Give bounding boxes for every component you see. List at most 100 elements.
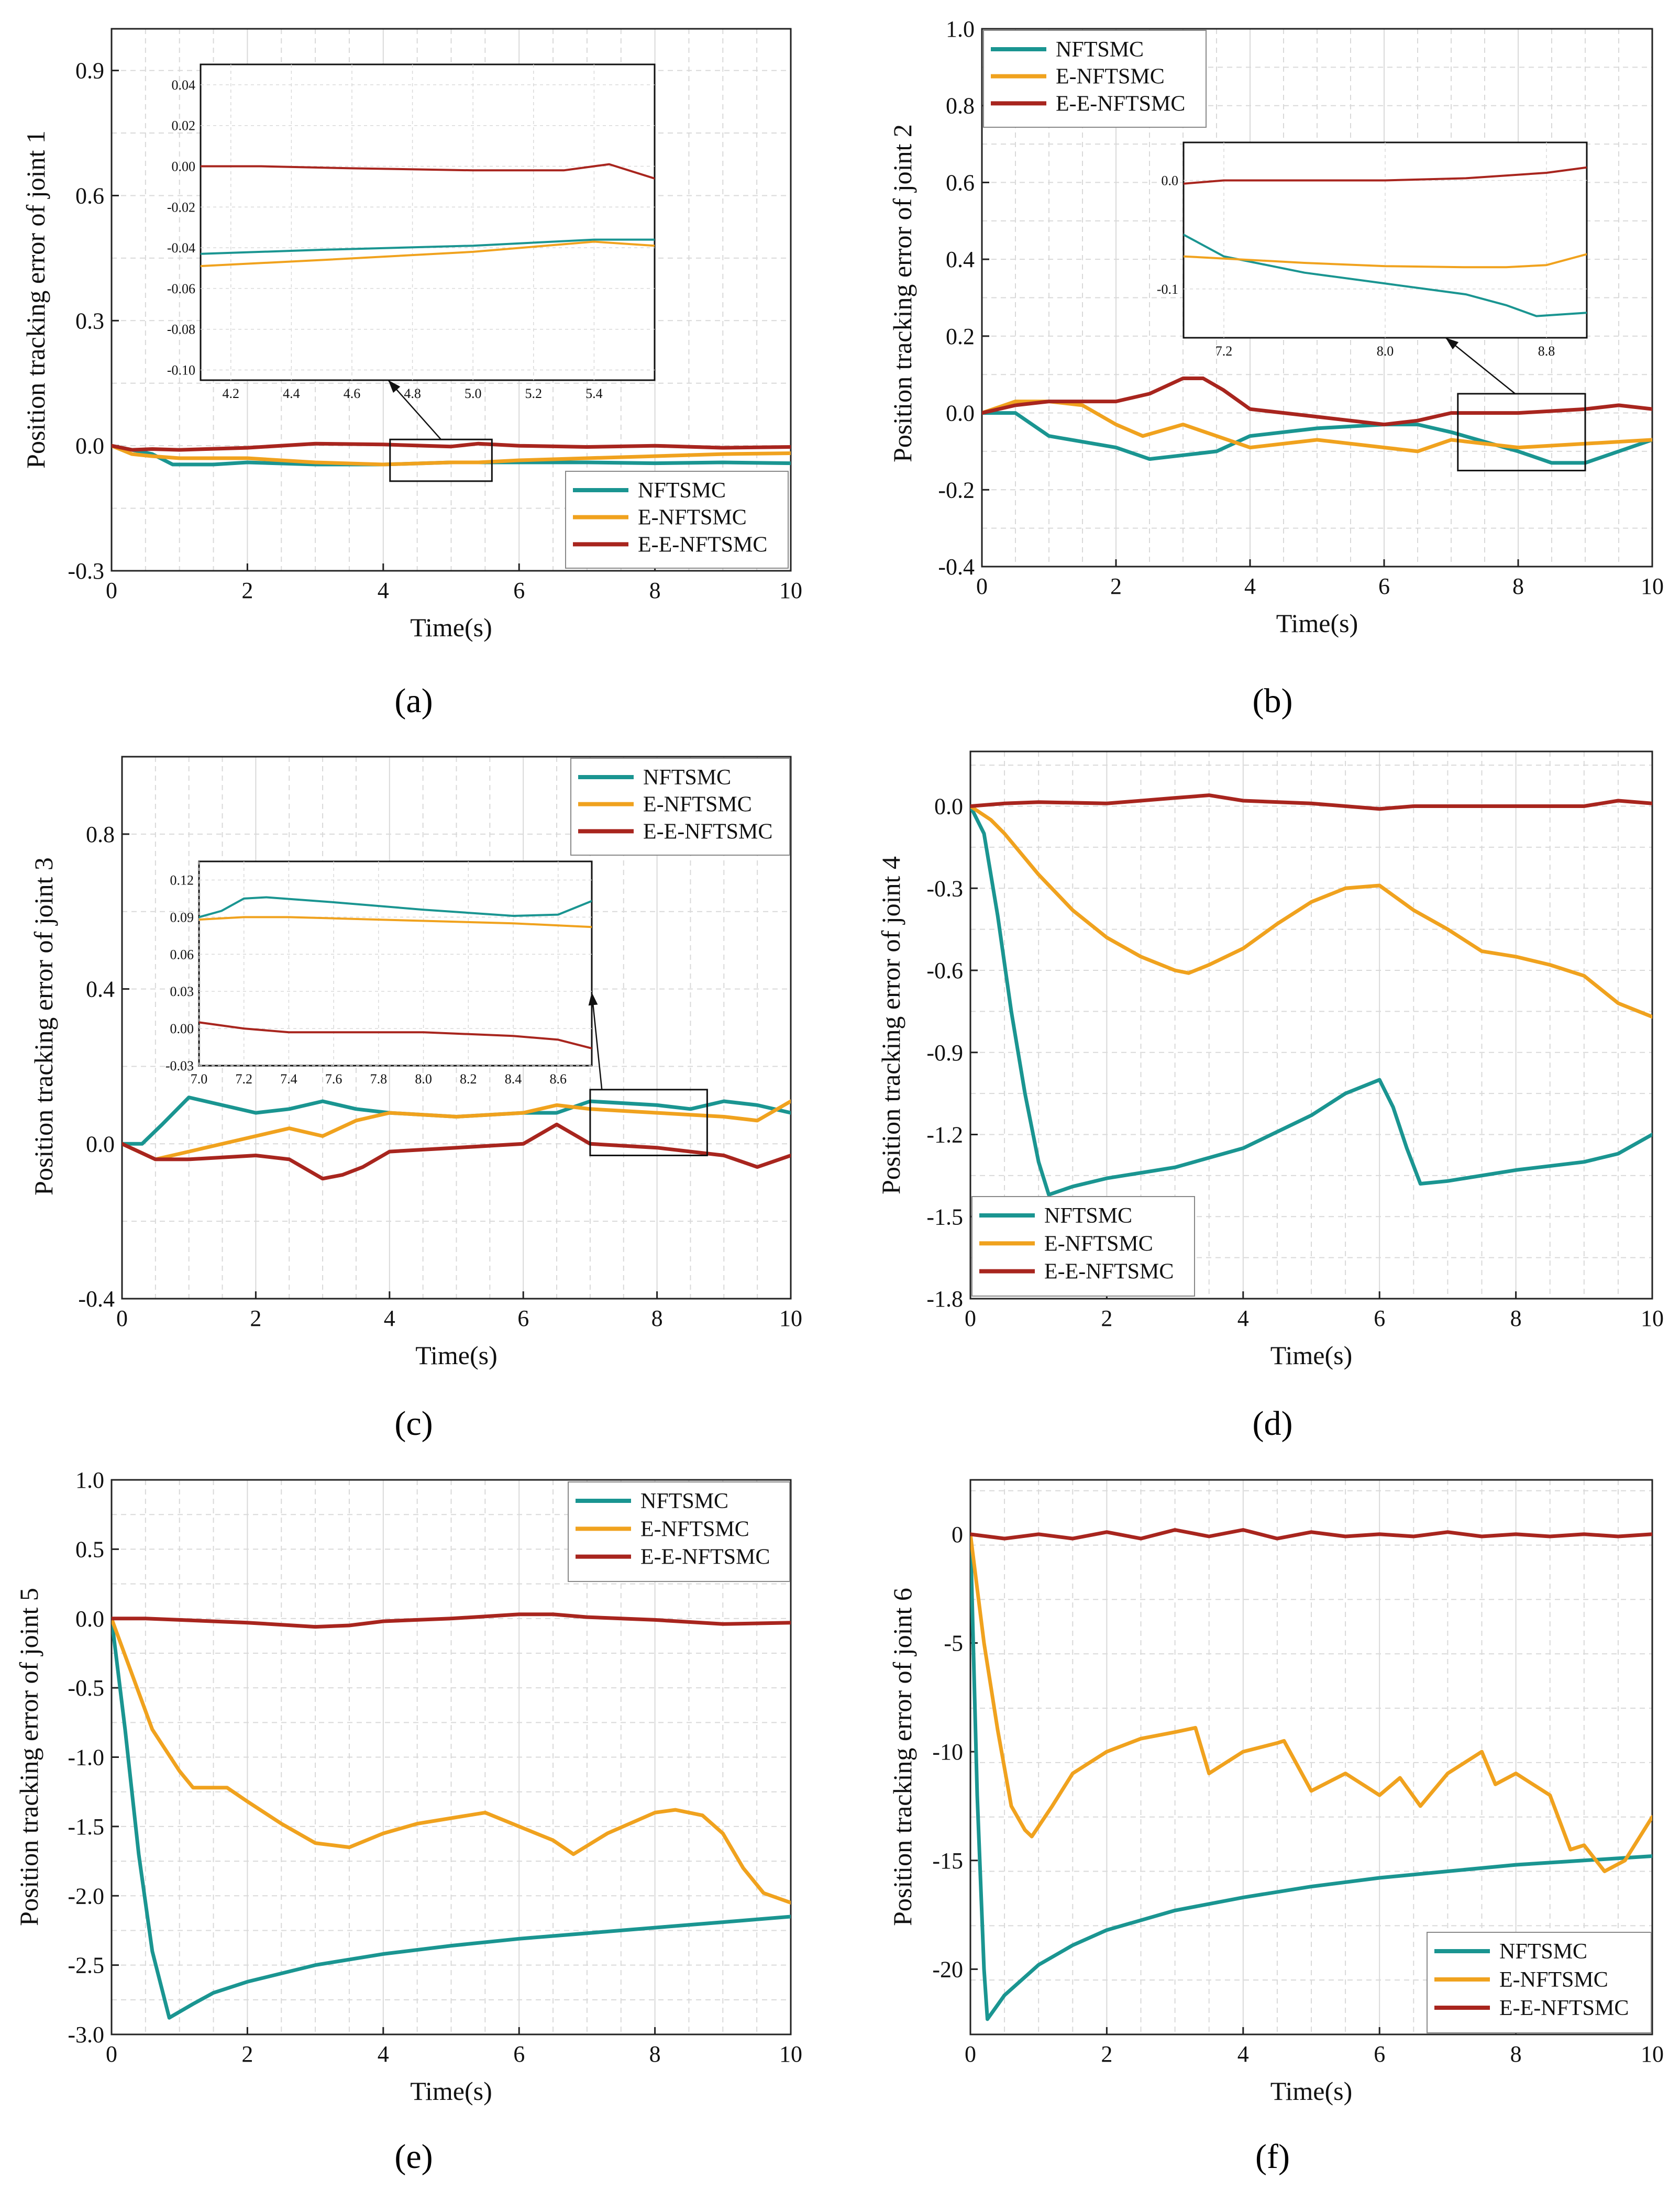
chart-c-zoom-box: [589, 1089, 708, 1156]
inset-x-tick-label: 8.0: [415, 1071, 432, 1087]
x-tick-label: 0: [976, 573, 988, 599]
y-tick-label: -3.0: [68, 2022, 104, 2048]
chart-a-line-e-e-nftsmc: [112, 441, 791, 452]
legend-label-e-e-nftsmc: E-E-NFTSMC: [1044, 1260, 1174, 1284]
chart-f: 0 2 4 6 8 10 -20 -15 -10 -5 0 Time(s) Position track…: [888, 1479, 1664, 2176]
y-tick-label: -20: [932, 1956, 963, 1982]
chart-e-line-nftsmc: [112, 1617, 791, 2020]
y-tick-label: 0.8: [946, 93, 975, 119]
chart-f-line-nftsmc: [970, 1532, 1652, 2021]
inset-y-tick-label: -0.02: [167, 200, 195, 215]
legend-label-nftsmc: NFTSMC: [1044, 1204, 1132, 1228]
inset-x-tick-label: 7.8: [370, 1071, 388, 1087]
legend-label-e-nftsmc: E-NFTSMC: [1044, 1232, 1153, 1256]
inset-y-tick-label: 0.00: [170, 1021, 194, 1036]
chart-b-ylabel: Position tracking error of joint 2: [888, 124, 917, 462]
inset-y-tick-label: -0.06: [167, 281, 195, 296]
legend-label-e-e-nftsmc: E-E-NFTSMC: [1499, 1996, 1629, 2020]
chart-b-frame: [981, 28, 1653, 568]
x-tick-label: 2: [250, 1305, 261, 1331]
x-tick-label: 10: [1641, 573, 1664, 599]
y-tick-label: -2.5: [68, 1953, 104, 1978]
legend-label-nftsmc: NFTSMC: [1056, 38, 1144, 62]
inset-y-tick-label: 0.06: [170, 947, 194, 962]
chart-b-legend: NFTSMC E-NFTSMC E-E-NFTSMC: [983, 30, 1207, 128]
chart-d-line-nftsmc: [970, 804, 1652, 1197]
chart-d-frame: [969, 750, 1653, 1300]
legend-label-e-e-nftsmc: E-E-NFTSMC: [643, 820, 772, 844]
chart-a-series: [112, 441, 791, 467]
chart-e-xlabel: Time(s): [410, 2076, 492, 2106]
chart-e: 0 2 4 6 8 10 -3.0 -2.5 -2.0 -1.5 -1.0 -0.5 0.0 0.5 1.0…: [14, 1467, 802, 2176]
chart-a-legend-box: [565, 471, 789, 569]
inset-x-tick-label: 5.0: [465, 386, 482, 401]
inset-x-tick-label: 4.2: [223, 386, 240, 401]
chart-d-legend-box: [971, 1196, 1195, 1297]
y-tick-label: 1.0: [946, 16, 975, 42]
x-tick-label: 10: [779, 2041, 802, 2067]
chart-a-inset-line-e-e-nftsmc: [201, 163, 655, 180]
x-tick-label: 0: [965, 2041, 976, 2067]
chart-e-series: [112, 1612, 791, 2020]
inset-x-tick-label: 7.6: [325, 1071, 342, 1087]
y-tick-label: 0.0: [75, 1606, 104, 1632]
x-tick-label: 0: [106, 2041, 117, 2067]
y-tick-label: -1.5: [68, 1814, 104, 1840]
inset-x-tick-label: 8.0: [1377, 344, 1394, 359]
y-tick-label: 0.0: [75, 433, 104, 459]
legend-label-e-e-nftsmc: E-E-NFTSMC: [1056, 92, 1185, 116]
y-tick-label: -5: [944, 1630, 963, 1656]
chart-c-zoom-connector: [591, 992, 603, 1090]
y-tick-label: 0.6: [75, 183, 104, 208]
y-tick-label: 0.4: [946, 247, 975, 272]
inset-x-tick-label: 8.4: [505, 1071, 522, 1087]
chart-b-inset-line-e-nftsmc: [1184, 253, 1587, 269]
chart-a-caption: (a): [394, 682, 433, 720]
chart-d-line-e-e-nftsmc: [970, 793, 1652, 811]
chart-d-caption: (d): [1253, 1404, 1293, 1443]
chart-d-legend: NFTSMC E-NFTSMC E-E-NFTSMC: [971, 1196, 1195, 1297]
y-tick-label: 1.0: [75, 1467, 104, 1493]
inset-x-tick-label: 8.8: [1538, 344, 1555, 359]
x-tick-label: 10: [779, 578, 802, 603]
chart-c-inset-line-nftsmc: [199, 896, 592, 919]
x-tick-label: 0: [116, 1305, 128, 1331]
y-tick-label: -1.5: [926, 1204, 963, 1230]
y-tick-label: 0.6: [946, 170, 975, 195]
x-tick-label: 10: [1641, 1305, 1664, 1331]
chart-c-xlabel: Time(s): [415, 1341, 498, 1370]
x-tick-label: 10: [779, 1305, 802, 1331]
chart-b-zoom-connector: [1445, 337, 1516, 394]
inset-y-tick-label: 0.02: [172, 118, 196, 134]
x-tick-label: 6: [513, 578, 525, 603]
x-tick-label: 0: [965, 1305, 976, 1331]
chart-a-inset-series: [201, 163, 655, 268]
chart-c-line-e-nftsmc: [122, 1099, 791, 1161]
y-tick-label: 0.8: [86, 822, 115, 847]
x-tick-label: 6: [1374, 2041, 1385, 2067]
x-tick-label: 4: [378, 2041, 389, 2067]
inset-y-tick-label: 0.12: [170, 872, 194, 888]
chart-e-legend: NFTSMC E-NFTSMC E-E-NFTSMC: [568, 1481, 790, 1582]
chart-a-xlabel: Time(s): [410, 613, 492, 642]
inset-y-tick-label: -0.1: [1157, 282, 1178, 297]
inset-y-tick-label: 0.09: [170, 910, 194, 925]
legend-label-nftsmc: NFTSMC: [640, 1489, 728, 1513]
x-tick-label: 6: [513, 2041, 525, 2067]
y-tick-label: -0.4: [78, 1286, 115, 1312]
x-tick-label: 8: [1510, 2041, 1522, 2067]
chart-a-frame: [110, 28, 792, 572]
y-tick-label: -0.5: [68, 1675, 104, 1701]
chart-f-legend: NFTSMC E-NFTSMC E-E-NFTSMC: [1427, 1932, 1652, 2033]
chart-c-inset-line-e-nftsmc: [199, 916, 592, 928]
inset-y-tick-label: -0.03: [165, 1058, 194, 1074]
inset-x-tick-label: 8.2: [460, 1071, 477, 1087]
inset-x-tick-label: 8.6: [549, 1071, 567, 1087]
x-tick-label: 4: [1237, 2041, 1249, 2067]
y-tick-label: 0.9: [75, 58, 104, 84]
chart-b: 0 2 4 6 8 10 -0.4 -0.2 0.0 0.2 0.4 0.6 0.8 1.0 Time(s)…: [888, 16, 1664, 720]
inset-y-tick-label: 0.0: [1162, 173, 1179, 189]
chart-b-line-nftsmc: [982, 411, 1652, 465]
chart-c-legend-box: [570, 758, 790, 856]
